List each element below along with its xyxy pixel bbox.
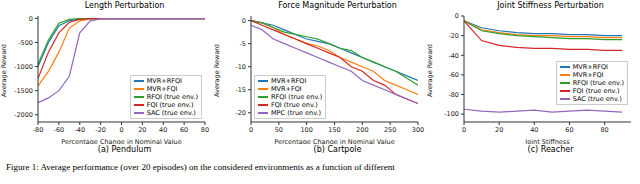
svg-text:Joint Stiffness: Joint Stiffness: [524, 138, 570, 144]
svg-text:Average Reward: Average Reward: [8, 44, 9, 97]
html-text:(a) Pendulum: (a) Pendulum: [97, 145, 152, 154]
svg-text:-20: -20: [448, 32, 459, 40]
svg-text:40: 40: [530, 126, 538, 134]
html-text:FQI (true env.): FQI (true env.): [572, 86, 620, 95]
svg-text:60: 60: [180, 126, 188, 134]
svg-text:-10: -10: [235, 63, 246, 71]
svg-text:-1000: -1000: [14, 63, 33, 71]
svg-text:0: 0: [242, 17, 246, 25]
html-text:RFQI (true env.): RFQI (true env.): [271, 93, 323, 101]
svg-text:-2000: -2000: [14, 111, 33, 119]
svg-text:-80: -80: [33, 126, 44, 134]
svg-text:-20: -20: [235, 109, 246, 117]
html-text:RFQI (true env.): RFQI (true env.): [572, 78, 624, 87]
svg-text:-500: -500: [18, 39, 33, 47]
svg-text:Average Reward: Average Reward: [426, 44, 434, 97]
html-text:MPC (true env.): MPC (true env.): [271, 109, 322, 117]
svg-text:Average Reward: Average Reward: [213, 44, 221, 97]
svg-text:80: 80: [600, 126, 608, 134]
svg-text:100: 100: [300, 126, 312, 134]
html-text:SAC (true env.): SAC (true env.): [572, 94, 622, 103]
svg-text:-20: -20: [95, 126, 106, 134]
html-text:(c) Reacher: (c) Reacher: [527, 145, 574, 154]
svg-text:-5: -5: [240, 40, 246, 48]
svg-text:20: 20: [138, 126, 146, 134]
html-text:Length Perturbation: Length Perturbation: [84, 1, 165, 10]
svg-text:200: 200: [356, 126, 368, 134]
svg-text:-1500: -1500: [14, 87, 33, 95]
svg-text:-100: -100: [444, 110, 459, 118]
svg-text:0: 0: [29, 15, 33, 23]
html-text:FQI (true env.): FQI (true env.): [146, 101, 194, 109]
svg-text:60: 60: [565, 126, 573, 134]
html-text:Figure 1: Average performance: Figure 1: Average performance (over 20 e…: [6, 162, 395, 172]
html-text:Force Magnitude Perturbation: Force Magnitude Perturbation: [278, 1, 397, 10]
svg-text:-60: -60: [54, 126, 65, 134]
html-text:MVR+RFQI: MVR+RFQI: [572, 62, 608, 71]
svg-text:50: 50: [275, 126, 283, 134]
html-text:MVR+FQI: MVR+FQI: [572, 70, 604, 79]
svg-text:Percentage Change in Nominal V: Percentage Change in Nominal Value: [274, 138, 394, 144]
html-text:RFQI (true env.): RFQI (true env.): [146, 93, 198, 101]
html-text:Joint Stiffness Perturbation: Joint Stiffness Perturbation: [497, 1, 604, 10]
svg-text:40: 40: [159, 126, 167, 134]
svg-text:0: 0: [249, 126, 253, 134]
svg-text:300: 300: [412, 126, 424, 134]
html-text:FQI (true env.): FQI (true env.): [271, 101, 318, 109]
html-text:MVR+FQI: MVR+FQI: [271, 85, 302, 93]
svg-text:-60: -60: [448, 71, 459, 79]
svg-text:150: 150: [328, 126, 340, 134]
html-text:SAC (true env.): SAC (true env.): [146, 109, 196, 117]
html-text:MVR+FQI: MVR+FQI: [146, 85, 178, 93]
svg-text:-15: -15: [235, 86, 246, 94]
html-text:(b) Cartpole: (b) Cartpole: [313, 145, 362, 154]
svg-text:-40: -40: [448, 52, 459, 60]
svg-text:80: 80: [201, 126, 209, 134]
svg-text:0: 0: [455, 12, 459, 20]
svg-text:20: 20: [495, 126, 503, 134]
svg-text:Percentage Change in Nominal V: Percentage Change in Nominal Value: [61, 138, 181, 144]
html-text:MVR+RFQI: MVR+RFQI: [271, 77, 307, 85]
svg-text:0: 0: [119, 126, 123, 134]
svg-text:-40: -40: [74, 126, 85, 134]
svg-text:-80: -80: [448, 91, 459, 99]
html-text:MVR+RFQI: MVR+RFQI: [146, 77, 182, 85]
svg-text:250: 250: [384, 126, 396, 134]
svg-text:0: 0: [462, 126, 466, 134]
